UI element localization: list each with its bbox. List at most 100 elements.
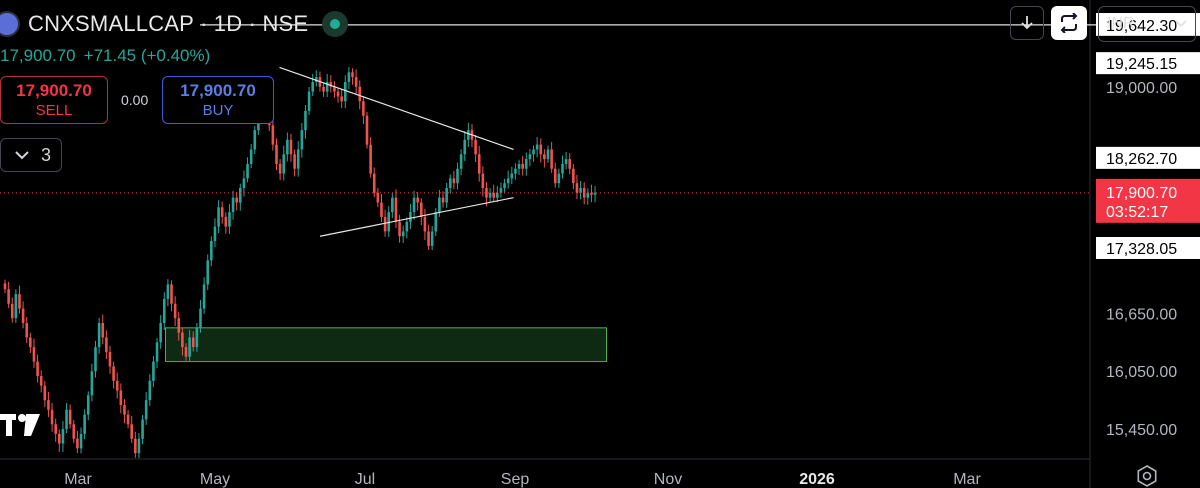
price-tag-box: [1096, 13, 1200, 36]
candle-body: [10, 303, 14, 319]
candle-body: [90, 371, 94, 396]
candle-body: [514, 168, 517, 174]
candle-body: [213, 226, 217, 242]
candle-body: [496, 192, 499, 198]
candle-body: [58, 433, 61, 444]
y-tick-label: 19,000.00: [1106, 80, 1177, 97]
candle-body: [369, 144, 372, 174]
candle-body: [249, 149, 253, 164]
candle-body: [101, 323, 105, 338]
candle-body: [499, 188, 503, 193]
candle-body: [434, 212, 438, 232]
candle-body: [503, 183, 506, 189]
candle-body: [325, 81, 329, 92]
candle-body: [304, 110, 307, 131]
candle-body: [524, 159, 528, 169]
price-tag-box: [1096, 236, 1200, 259]
price-tag-label: 17,328.05: [1106, 241, 1177, 258]
quote-line: 17,900.70 +71.45 (+0.40%): [0, 46, 210, 66]
candle-body: [561, 163, 564, 174]
candle-body: [398, 221, 401, 237]
candle-body: [311, 81, 314, 92]
candle-body: [535, 144, 539, 150]
currency-select[interactable]: INR: [1098, 6, 1196, 42]
candle-body: [293, 154, 296, 169]
candle-body: [383, 216, 387, 232]
candle-body: [29, 337, 32, 348]
candle-body: [481, 173, 485, 189]
candle-body: [315, 77, 318, 82]
candle-body: [271, 125, 275, 145]
candle-body: [593, 192, 597, 195]
candle-body: [358, 86, 362, 102]
candle-body: [94, 347, 97, 372]
price-tag-box: [1096, 52, 1200, 75]
candle-body: [579, 188, 582, 193]
candle-body: [246, 163, 249, 179]
candle-body: [420, 202, 423, 217]
symbol-title[interactable]: CNXSMALLCAP · 1D · NSE: [28, 11, 309, 36]
candle-body: [351, 72, 354, 78]
candle-body: [54, 424, 57, 434]
candle-body: [343, 81, 347, 102]
candle-body: [333, 86, 336, 92]
candle-body: [50, 409, 54, 425]
candle-body: [126, 414, 130, 425]
sell-button[interactable]: 17,900.70 SELL: [0, 76, 108, 124]
candle-body: [170, 284, 173, 304]
buy-label: BUY: [202, 102, 234, 119]
candle-body: [86, 395, 90, 415]
indicators-toggle[interactable]: 3: [0, 138, 62, 172]
candle-body: [590, 192, 593, 195]
candle-body: [322, 86, 325, 92]
demand-zone: [165, 327, 607, 363]
candle-body: [510, 173, 514, 179]
candle-body: [401, 231, 405, 237]
logo-icon: [0, 11, 20, 37]
candle-body: [188, 337, 191, 357]
candle-body: [340, 96, 343, 102]
spread-value: 0.00: [121, 92, 149, 108]
refresh-button[interactable]: [1051, 6, 1087, 40]
candle-body: [148, 380, 152, 401]
candle-body: [202, 284, 206, 309]
last-price: 17,900.70: [0, 46, 76, 65]
candle-body: [532, 149, 535, 155]
download-button[interactable]: [1010, 6, 1044, 40]
candle-body: [217, 207, 220, 227]
candle-body: [394, 197, 398, 222]
candle-body: [430, 231, 434, 246]
candle-body: [289, 139, 293, 155]
candle-body: [416, 197, 419, 203]
last-price-tag-label: 17,900.70: [1106, 185, 1177, 202]
candle-body: [173, 303, 177, 319]
candle-body: [448, 178, 452, 189]
x-tick-label: Mar: [953, 471, 981, 488]
candle-body: [441, 197, 445, 203]
candle-body: [61, 429, 65, 444]
candle-body: [488, 192, 492, 198]
x-tick-label: Nov: [654, 471, 682, 488]
candle-body: [195, 327, 199, 348]
candle-body: [282, 154, 286, 174]
candle-body: [79, 433, 83, 449]
refresh-icon: [1060, 13, 1078, 33]
candle-body: [3, 283, 7, 290]
candle-body: [329, 81, 333, 87]
candle-body: [307, 91, 311, 111]
candle-body: [83, 414, 86, 434]
chevron-down-icon: [1175, 20, 1187, 28]
candle-body: [474, 139, 477, 155]
candle-body: [134, 438, 137, 454]
currency-value: INR: [1107, 15, 1135, 32]
candle-body: [39, 376, 43, 386]
candle-body: [97, 323, 101, 348]
buy-button[interactable]: 17,900.70 BUY: [162, 76, 274, 124]
settings-icon[interactable]: [1136, 465, 1158, 487]
candle-body: [445, 188, 448, 203]
candle-body: [231, 197, 235, 213]
y-tick-label: 15,450.00: [1106, 422, 1177, 439]
candle-body: [181, 332, 184, 348]
symbol-header[interactable]: CNXSMALLCAP · 1D · NSE: [0, 6, 349, 42]
